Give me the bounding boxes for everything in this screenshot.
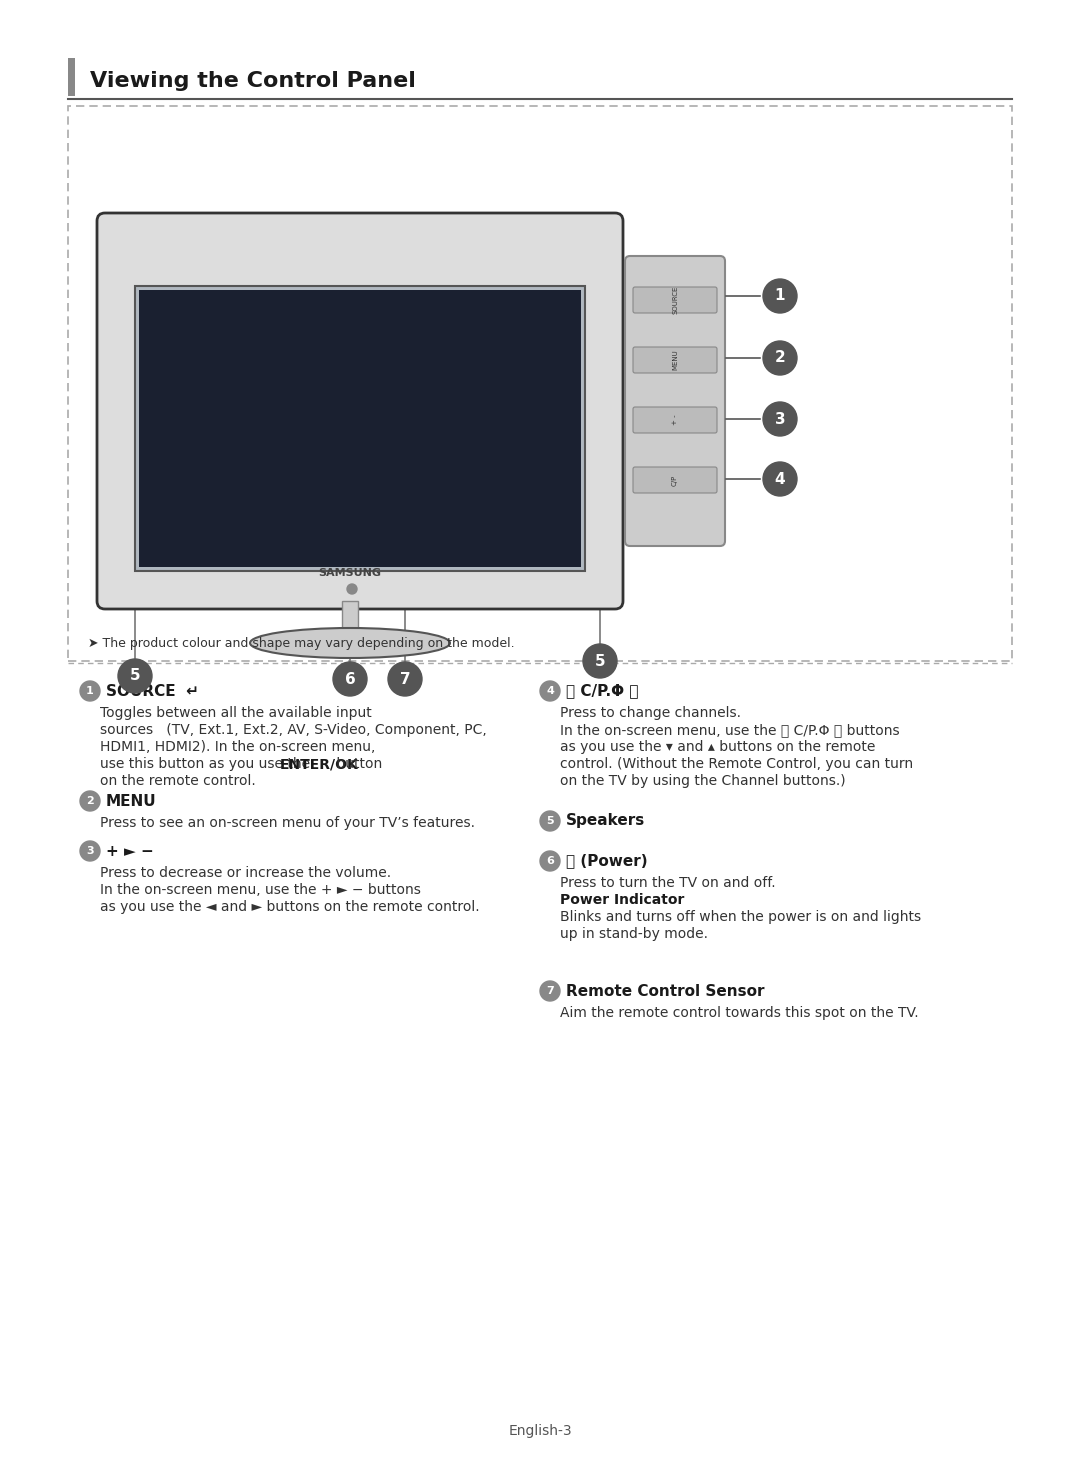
Text: as you use the ▾ and ▴ buttons on the remote: as you use the ▾ and ▴ buttons on the re… [561, 740, 876, 754]
Text: as you use the ◄ and ► buttons on the remote control.: as you use the ◄ and ► buttons on the re… [100, 900, 480, 914]
Text: Press to change channels.: Press to change channels. [561, 706, 741, 720]
Circle shape [118, 659, 152, 693]
Circle shape [762, 401, 797, 435]
Text: ⏻ (Power): ⏻ (Power) [566, 853, 648, 868]
Text: up in stand-by mode.: up in stand-by mode. [561, 927, 708, 940]
FancyBboxPatch shape [135, 286, 585, 572]
Text: SOURCE  ↵: SOURCE ↵ [106, 684, 199, 699]
Text: Remote Control Sensor: Remote Control Sensor [566, 983, 765, 998]
FancyBboxPatch shape [342, 601, 357, 641]
Text: 〈 C/P.Φ 〉: 〈 C/P.Φ 〉 [566, 684, 638, 699]
Text: + ► −: + ► − [106, 844, 153, 859]
Text: 5: 5 [595, 653, 605, 668]
Circle shape [540, 812, 561, 831]
Text: Press to see an on-screen menu of your TV’s features.: Press to see an on-screen menu of your T… [100, 816, 475, 829]
Text: C/P: C/P [672, 474, 678, 486]
Circle shape [80, 791, 100, 812]
Circle shape [583, 644, 617, 678]
Text: SOURCE: SOURCE [672, 286, 678, 314]
Text: ENTER/OK: ENTER/OK [280, 757, 359, 772]
Circle shape [540, 980, 561, 1001]
Text: Press to turn the TV on and off.: Press to turn the TV on and off. [561, 875, 775, 890]
FancyBboxPatch shape [633, 407, 717, 432]
FancyBboxPatch shape [68, 107, 1012, 661]
Text: 5: 5 [546, 816, 554, 826]
Text: 3: 3 [774, 412, 785, 427]
Text: Toggles between all the available input: Toggles between all the available input [100, 706, 372, 720]
Text: use this button as you use the: use this button as you use the [100, 757, 314, 772]
Text: 1: 1 [86, 686, 94, 696]
Text: SAMSUNG: SAMSUNG [319, 569, 381, 578]
Circle shape [347, 584, 357, 594]
Circle shape [762, 341, 797, 375]
Text: In the on-screen menu, use the + ► − buttons: In the on-screen menu, use the + ► − but… [100, 883, 421, 897]
Text: sources   (TV, Ext.1, Ext.2, AV, S-Video, Component, PC,: sources (TV, Ext.1, Ext.2, AV, S-Video, … [100, 723, 487, 738]
Text: ➤ The product colour and shape may vary depending on the model.: ➤ The product colour and shape may vary … [87, 637, 515, 650]
Text: MENU: MENU [106, 794, 157, 809]
Circle shape [540, 852, 561, 871]
Text: control. (Without the Remote Control, you can turn: control. (Without the Remote Control, yo… [561, 757, 913, 772]
Text: on the TV by using the Channel buttons.): on the TV by using the Channel buttons.) [561, 775, 846, 788]
FancyBboxPatch shape [97, 213, 623, 609]
Text: Power Indicator: Power Indicator [561, 893, 685, 906]
Text: on the remote control.: on the remote control. [100, 775, 256, 788]
Text: Speakers: Speakers [566, 813, 645, 828]
Text: 3: 3 [86, 846, 94, 856]
Circle shape [762, 462, 797, 496]
Text: 6: 6 [546, 856, 554, 866]
Text: English-3: English-3 [509, 1425, 571, 1438]
FancyBboxPatch shape [625, 256, 725, 546]
Text: 4: 4 [774, 471, 785, 486]
Text: button: button [332, 757, 382, 772]
FancyBboxPatch shape [139, 290, 581, 567]
FancyBboxPatch shape [633, 287, 717, 312]
FancyBboxPatch shape [633, 467, 717, 493]
Circle shape [80, 681, 100, 701]
Text: + -: + - [672, 415, 678, 425]
Circle shape [80, 841, 100, 860]
Text: 2: 2 [774, 351, 785, 366]
Text: 7: 7 [400, 671, 410, 687]
Text: 1: 1 [774, 289, 785, 304]
Ellipse shape [249, 628, 450, 658]
Text: HDMI1, HDMI2). In the on-screen menu,: HDMI1, HDMI2). In the on-screen menu, [100, 740, 376, 754]
Circle shape [388, 662, 422, 696]
Text: Viewing the Control Panel: Viewing the Control Panel [90, 71, 416, 90]
Text: In the on-screen menu, use the 〈 C/P.Φ 〉 buttons: In the on-screen menu, use the 〈 C/P.Φ 〉… [561, 723, 900, 738]
Circle shape [540, 681, 561, 701]
Text: 2: 2 [86, 795, 94, 806]
Text: Aim the remote control towards this spot on the TV.: Aim the remote control towards this spot… [561, 1006, 919, 1020]
FancyBboxPatch shape [633, 347, 717, 373]
Text: MENU: MENU [672, 350, 678, 370]
FancyBboxPatch shape [68, 58, 75, 96]
Text: Press to decrease or increase the volume.: Press to decrease or increase the volume… [100, 866, 391, 880]
Text: 6: 6 [345, 671, 355, 687]
Circle shape [333, 662, 367, 696]
Text: 5: 5 [130, 668, 140, 684]
Text: 7: 7 [546, 986, 554, 997]
Text: 4: 4 [546, 686, 554, 696]
Text: Blinks and turns off when the power is on and lights: Blinks and turns off when the power is o… [561, 909, 921, 924]
Circle shape [762, 278, 797, 312]
